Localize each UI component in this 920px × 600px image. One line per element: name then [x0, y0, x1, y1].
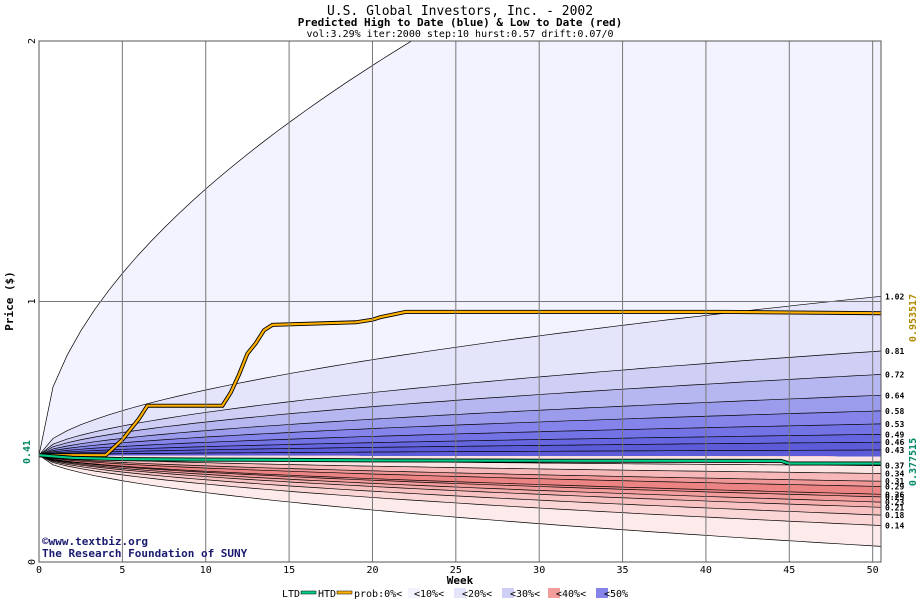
band-end-label-17: 0.18 [885, 511, 904, 520]
htd-final-value: 0.953517 [908, 294, 919, 342]
legend-swatch-40 [596, 588, 608, 598]
contour-line-6 [39, 423, 881, 456]
contour-line-14 [39, 454, 881, 503]
legend-prob-label: prob:0%< [354, 589, 402, 600]
band-end-label-7: 0.46 [885, 438, 904, 447]
band-end-label-0: 1.02 [885, 292, 904, 301]
x-tick-label-0: 0 [36, 565, 42, 576]
chart-subtitle: Predicted High to Date (blue) & Low to D… [298, 16, 623, 29]
band-end-label-4: 0.58 [885, 407, 904, 416]
contour-line-7 [39, 434, 881, 456]
legend-swatch-10 [454, 588, 466, 598]
series-line-ltd [39, 454, 881, 465]
contour-line-10 [39, 454, 881, 547]
legend-htd-label: HTD [318, 589, 336, 600]
band-end-label-6: 0.49 [885, 430, 904, 439]
series-line-htd [39, 310, 881, 457]
x-tick-label-6: 30 [533, 565, 545, 576]
x-tick-label-2: 10 [200, 565, 212, 576]
legend-swatch-20 [502, 588, 514, 598]
bands-group [39, 41, 881, 547]
legend-b20-label: <20%< [462, 589, 492, 600]
legend-swatch-0 [408, 588, 420, 598]
x-tick-label-1: 5 [119, 565, 125, 576]
contour-line-3 [39, 374, 881, 456]
band-end-label-12: 0.29 [885, 482, 904, 491]
band-end-label-11: 0.31 [885, 477, 904, 486]
legend-b10-label: <10%< [414, 589, 444, 600]
contour-line-11 [39, 454, 881, 526]
y-tick-label-1: 1 [27, 298, 38, 304]
contour-line-19 [39, 454, 881, 474]
contour-line-16 [39, 454, 881, 495]
contour-line-12 [39, 454, 881, 516]
band-end-label-16: 0.21 [885, 503, 904, 512]
y-tick-label-0: 0 [27, 559, 38, 565]
y-axis-label: Price ($) [3, 271, 16, 331]
legend-ltd-label: LTD [282, 589, 300, 600]
band-end-label-8: 0.43 [885, 446, 904, 455]
legend-b30-label: <30%< [510, 589, 540, 600]
x-tick-label-7: 35 [617, 565, 629, 576]
y-tick-label-2: 2 [27, 38, 38, 44]
legend-b40-label: <40%< [556, 589, 586, 600]
band-end-label-3: 0.64 [885, 391, 904, 400]
band-end-label-10: 0.34 [885, 469, 904, 478]
legend-htd-swatch [336, 590, 353, 595]
plot-area: 0 5 10 15 20 25 30 35 40 45 50 0 1 2 1.02 0.81 0.72 0.64 0… [27, 38, 904, 576]
x-tick-label-4: 20 [366, 565, 378, 576]
band-end-label-5: 0.53 [885, 420, 904, 429]
x-axis-label: Week [447, 574, 474, 587]
x-tick-label-3: 15 [283, 565, 295, 576]
band-end-label-18: 0.14 [885, 522, 904, 531]
x-tick-label-10: 50 [867, 565, 879, 576]
x-tick-label-5: 25 [450, 565, 462, 576]
plot-frame [38, 40, 882, 563]
legend-b50-label: <50% [604, 589, 628, 600]
contour-line-8 [39, 441, 881, 456]
band-end-label-13: 0.26 [885, 490, 904, 499]
contour-line-18 [39, 454, 881, 482]
contour-line-0 [39, 41, 413, 456]
contour-line-15 [39, 454, 881, 498]
start-price-label: 0.41 [22, 440, 33, 464]
credit-org: The Research Foundation of SUNY [42, 547, 248, 560]
contour-line-5 [39, 410, 881, 456]
contour-line-17 [39, 454, 881, 487]
band-end-label-1: 0.81 [885, 347, 904, 356]
band-end-label-14: 0.25 [885, 493, 904, 502]
legend-ltd-swatch [300, 590, 317, 595]
credit-site: ©www.textbiz.org [42, 535, 148, 548]
blue-band-9 [39, 450, 881, 457]
band-end-label-2: 0.72 [885, 370, 904, 379]
band-end-label-9: 0.37 [885, 462, 904, 471]
contour-line-13 [39, 454, 881, 508]
chart-title: U.S. Global Investors, Inc. - 2002 [327, 4, 593, 19]
band-end-label-15: 0.23 [885, 498, 904, 507]
ltd-final-value: 0.377515 [908, 438, 919, 486]
x-tick-label-9: 45 [783, 565, 795, 576]
contour-line-9 [39, 449, 881, 456]
chart-params: vol:3.29% iter:2000 step:10 hurst:0.57 d… [306, 29, 613, 40]
x-tick-label-8: 40 [700, 565, 712, 576]
contour-line-2 [39, 350, 881, 456]
contour-line-4 [39, 394, 881, 456]
legend: LTD HTD prob:0%< <10%< <20%< <30%< <40%<… [282, 588, 628, 600]
legend-swatch-30 [548, 588, 560, 598]
